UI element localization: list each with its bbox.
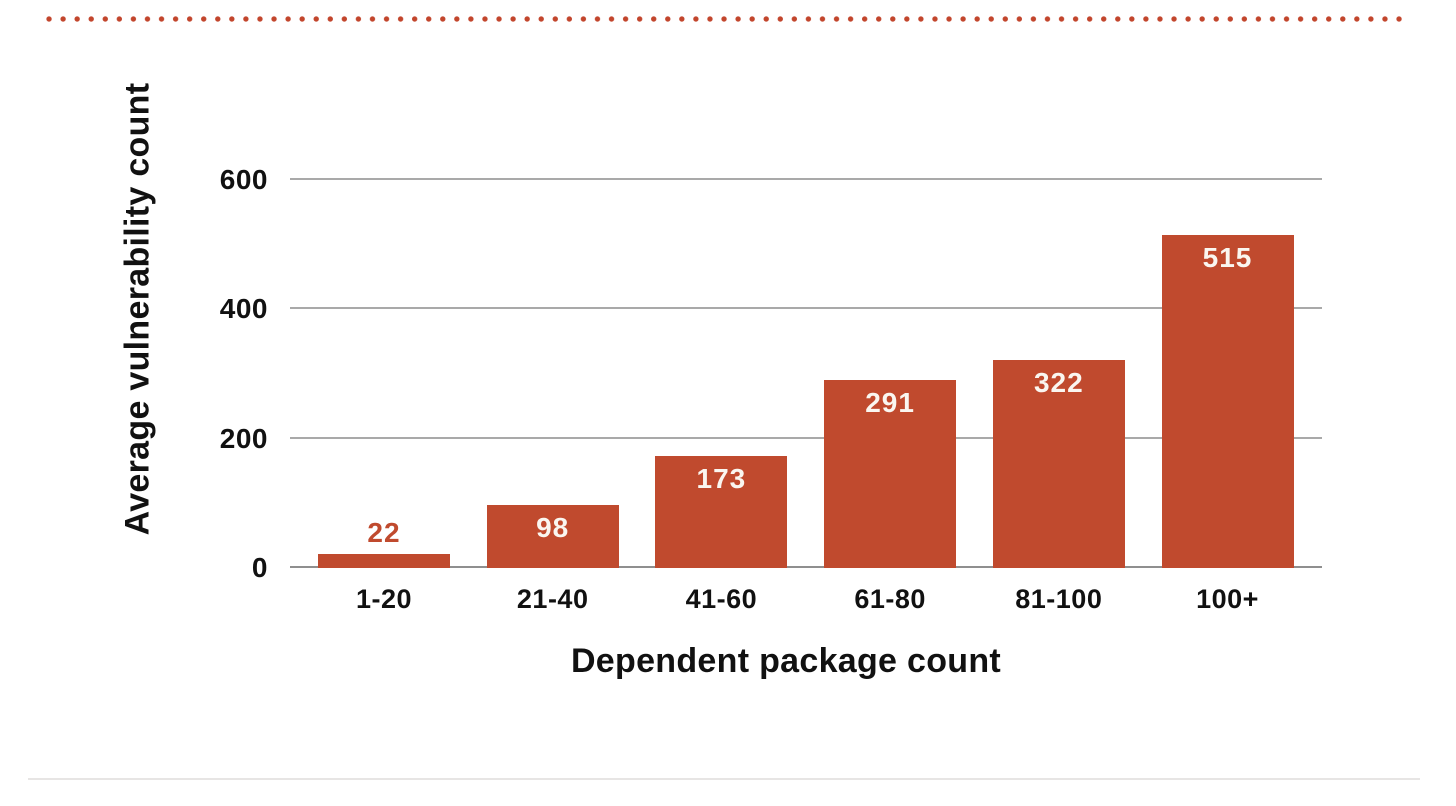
x-tick-label: 1-20 <box>355 584 413 614</box>
x-axis-title: Dependent package count <box>570 642 1002 680</box>
x-tick-label: 100+ <box>1196 584 1259 614</box>
bar: 173 <box>655 456 788 568</box>
gridline <box>290 178 1322 180</box>
y-tick-label: 600 <box>219 164 268 195</box>
x-axis-baseline <box>290 566 1322 568</box>
x-tick-label: 61-80 <box>854 584 926 614</box>
y-tick-label: 400 <box>219 293 268 325</box>
y-axis-title: Average vulnerability count <box>118 82 157 536</box>
bar-value-label: 173 <box>696 463 747 494</box>
dotted-divider <box>42 16 1406 22</box>
bar: 22 <box>318 517 450 568</box>
bottom-divider <box>28 778 1420 780</box>
gridline <box>290 307 1322 310</box>
y-tick-label: 0 <box>251 552 268 583</box>
x-tick-label: 21-40 <box>516 584 589 614</box>
plot-area: 0 200 400 600 22 1-20 98 21-40 173 41-60 291 61-80 3… <box>220 116 1322 614</box>
bar-value-label: 291 <box>865 387 915 418</box>
y-tick-label: 200 <box>219 422 268 454</box>
bar: 98 <box>486 505 619 568</box>
x-tick-label: 41-60 <box>685 584 758 614</box>
x-tick-label: 81-100 <box>1015 584 1103 614</box>
bar-value-label: 22 <box>367 517 401 548</box>
bar-value-label: 322 <box>1033 367 1084 398</box>
bar: 515 <box>1161 235 1294 568</box>
bar-value-label: 98 <box>536 512 570 543</box>
bar: 291 <box>824 380 957 568</box>
bar-value-label: 515 <box>1202 242 1253 273</box>
gridline <box>290 436 1322 439</box>
bar: 322 <box>992 360 1125 568</box>
